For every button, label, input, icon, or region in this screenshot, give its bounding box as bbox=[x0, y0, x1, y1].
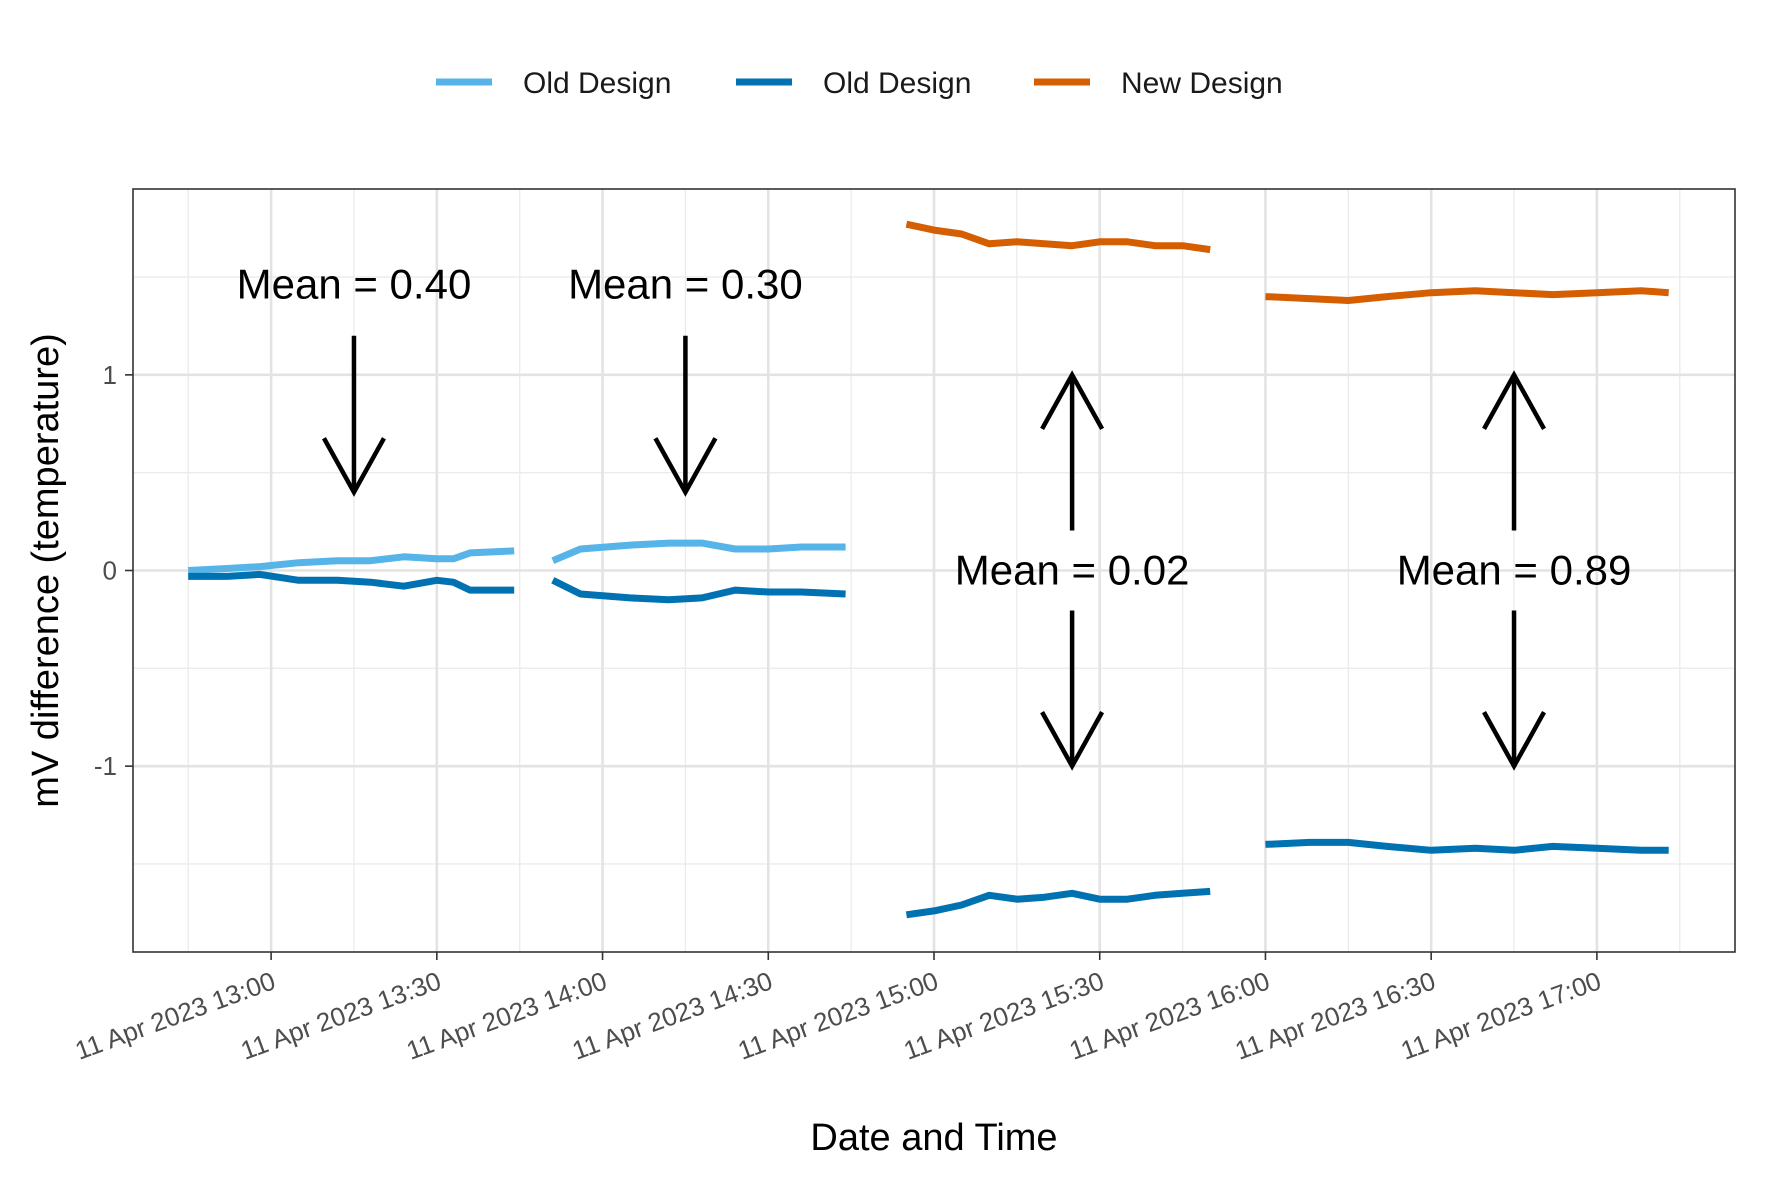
arrow-head-down bbox=[1482, 711, 1546, 771]
annotation-label: Mean = 0.02 bbox=[955, 547, 1190, 594]
series-line-1-segment-0 bbox=[188, 570, 515, 594]
legend-item-2: New Design bbox=[1034, 67, 1283, 100]
annotation-1: Mean = 0.30 bbox=[568, 261, 803, 497]
legend-label: New Design bbox=[1121, 67, 1283, 100]
annotation-3: Mean = 0.89 bbox=[1397, 370, 1632, 771]
arrow-head-up bbox=[1482, 370, 1546, 430]
series-line-1-segment-1 bbox=[551, 577, 846, 604]
annotations: Mean = 0.40 Mean = 0.30 Mean = 0.02 Mean = … bbox=[237, 261, 1632, 771]
legend-label: Old Design bbox=[823, 67, 971, 100]
series-line-2-segment-1 bbox=[1265, 287, 1669, 304]
arrow-head-down bbox=[1040, 711, 1105, 771]
series-line-1-segment-2 bbox=[905, 887, 1211, 919]
grid bbox=[133, 189, 1735, 952]
series-line-0-segment-1 bbox=[551, 539, 846, 564]
annotation-label: Mean = 0.30 bbox=[568, 261, 803, 308]
series-lines bbox=[188, 220, 1669, 919]
arrow-head-up bbox=[1040, 370, 1105, 430]
annotation-label: Mean = 0.89 bbox=[1397, 547, 1632, 594]
y-axis-title: mV difference (temperature) bbox=[25, 333, 67, 808]
legend: Old Design Old Design New Design bbox=[436, 67, 1283, 100]
annotation-2: Mean = 0.02 bbox=[955, 370, 1190, 771]
legend-item-0: Old Design bbox=[436, 67, 671, 100]
arrow-head-down bbox=[653, 437, 718, 497]
y-tick-label: -1 bbox=[94, 751, 117, 781]
series-line-1-segment-3 bbox=[1265, 838, 1669, 854]
annotation-0: Mean = 0.40 bbox=[237, 261, 472, 497]
y-tick-label: 1 bbox=[103, 360, 117, 390]
legend-item-1: Old Design bbox=[736, 67, 971, 100]
legend-label: Old Design bbox=[523, 67, 671, 100]
y-tick-label: 0 bbox=[103, 556, 117, 586]
annotation-label: Mean = 0.40 bbox=[237, 261, 472, 308]
series-line-2-segment-0 bbox=[905, 220, 1211, 254]
x-axis-title: Date and Time bbox=[810, 1117, 1057, 1159]
series-line-0-segment-0 bbox=[188, 547, 515, 574]
arrow-head-down bbox=[321, 437, 386, 497]
